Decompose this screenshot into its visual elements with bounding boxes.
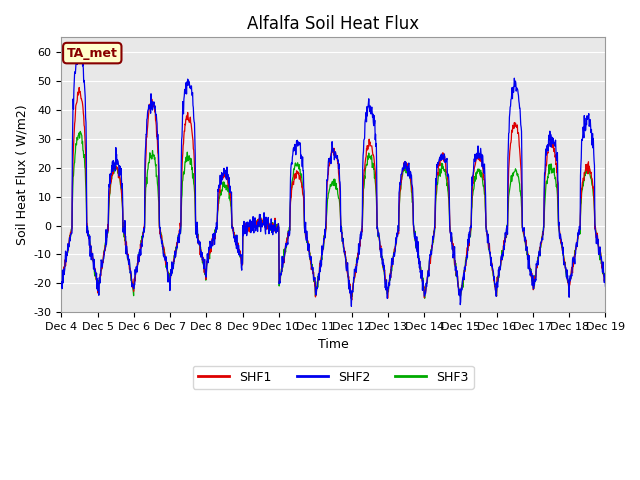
Text: TA_met: TA_met [67, 47, 118, 60]
SHF1 [179, 151, 187, 157]
SHF3 [602, 277, 609, 283]
Line: SHF1: SHF1 [61, 87, 605, 300]
SHF1 [166, 278, 173, 284]
SHF2 [602, 283, 609, 289]
SHF1 [76, 84, 83, 90]
SHF1 [240, 227, 248, 233]
SHF3 [538, 238, 545, 243]
SHF2 [166, 278, 173, 284]
SHF3 [179, 178, 187, 183]
SHF2 [179, 99, 187, 105]
SHF1 [602, 278, 609, 284]
SHF1 [538, 240, 545, 246]
SHF3 [347, 296, 355, 301]
SHF2 [348, 303, 355, 309]
Line: SHF2: SHF2 [61, 47, 605, 306]
SHF3 [240, 224, 248, 230]
Y-axis label: Soil Heat Flux ( W/m2): Soil Heat Flux ( W/m2) [15, 105, 28, 245]
SHF2 [58, 282, 65, 288]
SHF1 [419, 278, 426, 284]
SHF2 [240, 229, 248, 235]
Title: Alfalfa Soil Heat Flux: Alfalfa Soil Heat Flux [247, 15, 419, 33]
SHF1 [348, 297, 356, 303]
SHF3 [58, 276, 65, 282]
SHF2 [490, 270, 497, 276]
SHF2 [74, 44, 82, 50]
Line: SHF3: SHF3 [61, 132, 605, 299]
SHF3 [419, 279, 426, 285]
SHF3 [490, 274, 497, 279]
SHF3 [166, 279, 173, 285]
SHF1 [58, 277, 65, 283]
SHF2 [419, 288, 426, 293]
Legend: SHF1, SHF2, SHF3: SHF1, SHF2, SHF3 [193, 366, 474, 389]
SHF3 [76, 129, 84, 134]
X-axis label: Time: Time [318, 337, 349, 351]
SHF1 [490, 273, 497, 279]
SHF2 [538, 238, 545, 244]
